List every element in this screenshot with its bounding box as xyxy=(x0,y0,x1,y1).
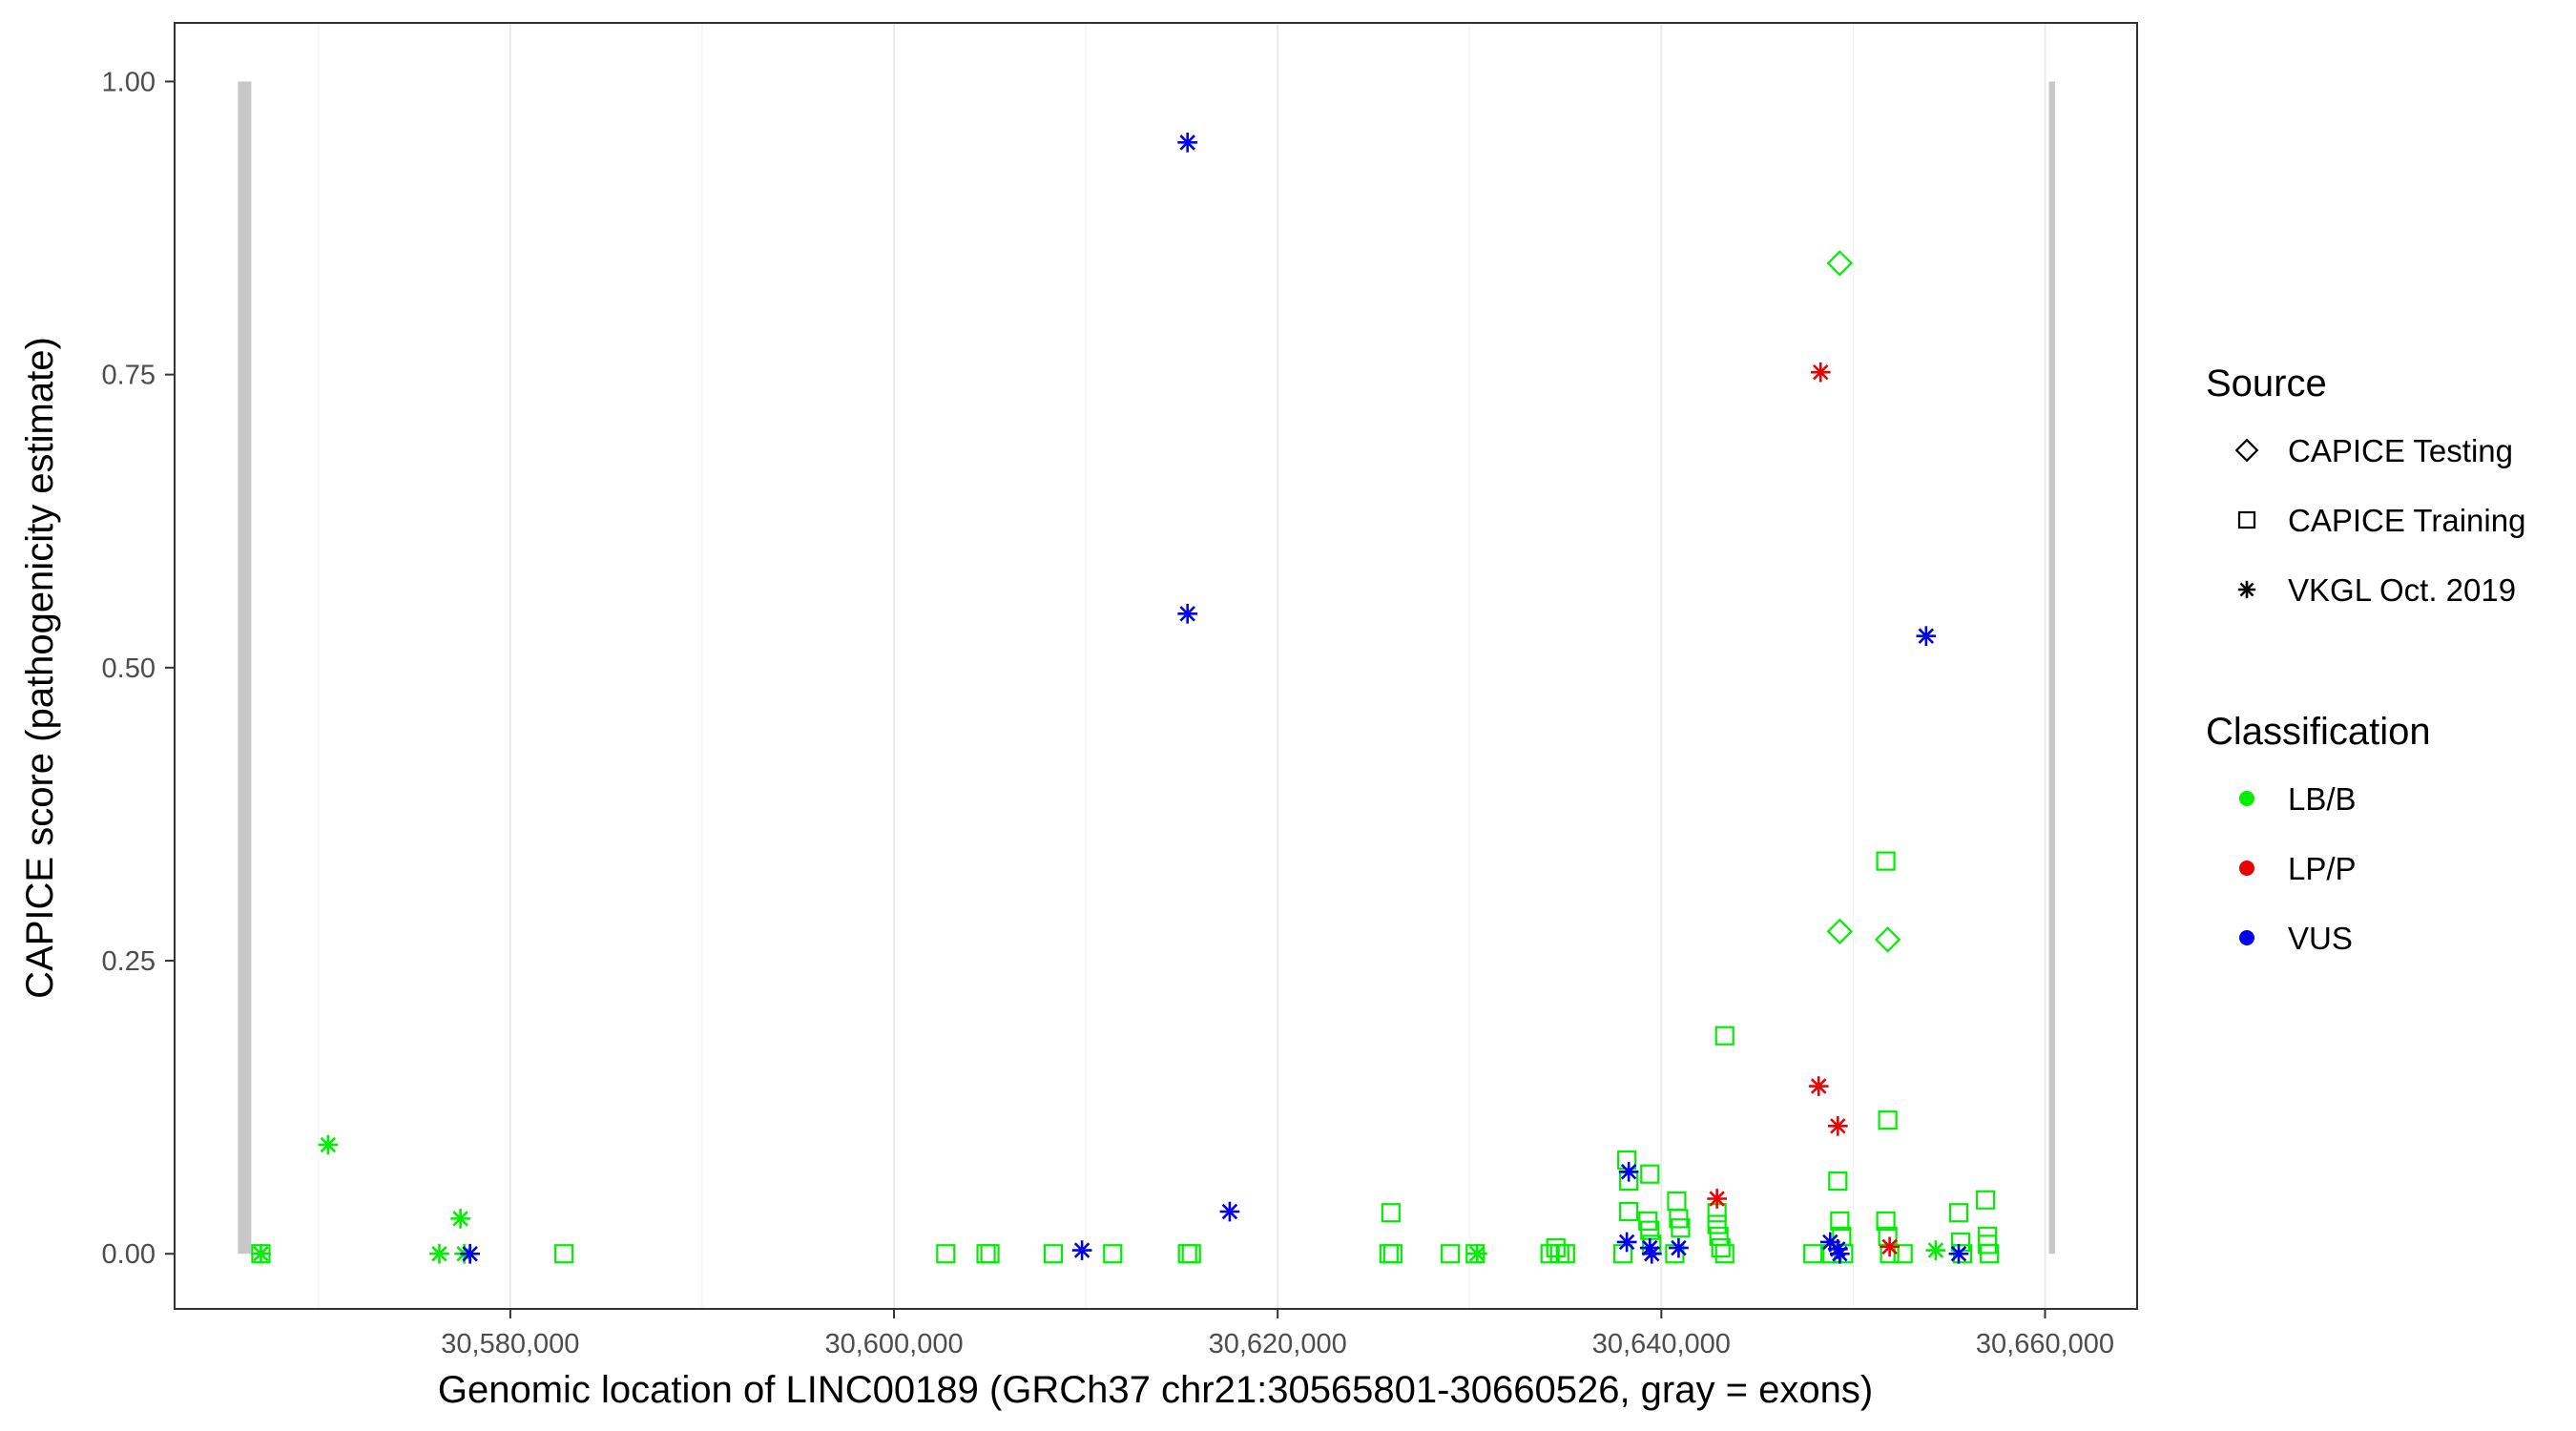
data-point xyxy=(1177,132,1198,153)
data-point xyxy=(1667,1191,1687,1212)
data-point xyxy=(1177,603,1198,624)
data-point xyxy=(1641,1243,1662,1264)
data-point xyxy=(460,1243,481,1264)
data-point xyxy=(1803,1244,1823,1264)
x-tick-label: 30,660,000 xyxy=(1976,1329,2114,1359)
x-tick-label: 30,580,000 xyxy=(441,1329,579,1359)
data-point xyxy=(1381,1203,1401,1223)
data-point xyxy=(1619,1201,1639,1222)
data-point xyxy=(1830,1211,1850,1231)
data-point xyxy=(554,1244,574,1264)
grid-lines xyxy=(318,23,2046,1309)
y-tick-label: 0.50 xyxy=(102,653,156,684)
data-point xyxy=(1441,1244,1461,1264)
y-axis-title: CAPICE score (pathogenicity estimate) xyxy=(19,337,61,999)
data-point xyxy=(1829,1243,1850,1264)
data-point xyxy=(1808,1076,1829,1096)
data-point xyxy=(1948,1243,1969,1264)
axes: 30,580,000 30,600,000 30,620,000 30,640,000… xyxy=(102,67,2115,1359)
data-point xyxy=(1893,1244,1913,1264)
data-point xyxy=(1711,1238,1731,1258)
y-tick-label: 0.25 xyxy=(102,946,156,977)
legend-title-classification: Classification xyxy=(2206,711,2431,753)
plot-panel-border xyxy=(174,22,2138,1310)
data-point xyxy=(1976,1190,1996,1210)
data-point xyxy=(1826,250,1854,277)
data-point xyxy=(1948,1203,1969,1223)
legend-key-asterisk xyxy=(2237,580,2256,599)
legend-key-dot xyxy=(2239,791,2254,806)
legend-key-square xyxy=(2237,510,2256,529)
x-tick-label: 30,600,000 xyxy=(824,1329,963,1359)
legend-key-dot xyxy=(2239,861,2254,876)
legend-key-diamond xyxy=(2234,438,2259,463)
data-point xyxy=(1555,1244,1575,1264)
data-point xyxy=(1613,1244,1633,1264)
data-point xyxy=(1219,1201,1240,1222)
y-tick-label: 1.00 xyxy=(102,67,156,97)
data-point xyxy=(1878,1110,1898,1130)
x-axis-title: Genomic location of LINC00189 (GRCh37 ch… xyxy=(438,1369,1873,1411)
data-point xyxy=(1876,1211,1896,1231)
data-point xyxy=(1714,1244,1735,1264)
data-point xyxy=(1880,1236,1900,1257)
y-tick-label: 0.00 xyxy=(102,1239,156,1270)
data-point xyxy=(1980,1244,2000,1264)
data-point xyxy=(1828,1171,1848,1192)
data-point xyxy=(1707,1189,1727,1209)
x-tick-label: 30,620,000 xyxy=(1209,1329,1347,1359)
data-point xyxy=(1874,926,1901,953)
data-point xyxy=(976,1244,996,1264)
exon-bar xyxy=(238,81,252,1255)
data-point xyxy=(1925,1240,1946,1260)
x-tick-label: 30,640,000 xyxy=(1592,1329,1731,1359)
data-point xyxy=(251,1243,271,1264)
data-point xyxy=(1043,1244,1064,1264)
legend-label-source: CAPICE Testing xyxy=(2288,433,2513,468)
data-point xyxy=(450,1209,470,1229)
exon-bars xyxy=(238,81,2056,1255)
data-point xyxy=(1071,1240,1092,1260)
data-point xyxy=(1618,1161,1639,1182)
data-point xyxy=(429,1243,449,1264)
data-point xyxy=(1669,1237,1689,1258)
data-point xyxy=(1916,626,1937,647)
legend-label-classification: VUS xyxy=(2288,921,2353,956)
data-point xyxy=(1466,1243,1487,1264)
data-point xyxy=(1382,1244,1402,1264)
data-point xyxy=(1876,851,1896,871)
y-tick-label: 0.75 xyxy=(102,361,156,391)
data-points xyxy=(251,132,2000,1264)
data-point xyxy=(1640,1164,1660,1184)
data-point xyxy=(1671,1218,1691,1238)
legend-label-source: CAPICE Training xyxy=(2288,503,2525,538)
data-point xyxy=(980,1244,1000,1264)
legend: Source CAPICE Testing CAPICE Training VKGL… xyxy=(2206,363,2525,956)
data-point xyxy=(1810,362,1831,383)
data-point xyxy=(318,1134,339,1155)
legend-key-dot xyxy=(2239,930,2254,945)
legend-label-classification: LP/P xyxy=(2288,851,2357,886)
data-point xyxy=(1714,1026,1735,1046)
legend-label-classification: LB/B xyxy=(2288,781,2357,817)
data-point xyxy=(1379,1244,1399,1264)
legend-label-source: VKGL Oct. 2019 xyxy=(2288,572,2516,608)
data-point xyxy=(1177,1244,1197,1264)
data-point xyxy=(936,1244,956,1264)
exon-bar xyxy=(2048,81,2056,1255)
data-point xyxy=(1826,918,1854,945)
data-point xyxy=(1707,1214,1727,1234)
legend-title-source: Source xyxy=(2206,363,2327,404)
data-point xyxy=(1103,1244,1123,1264)
data-point xyxy=(1181,1244,1201,1264)
data-point xyxy=(1616,1232,1637,1253)
data-point xyxy=(1827,1115,1848,1136)
